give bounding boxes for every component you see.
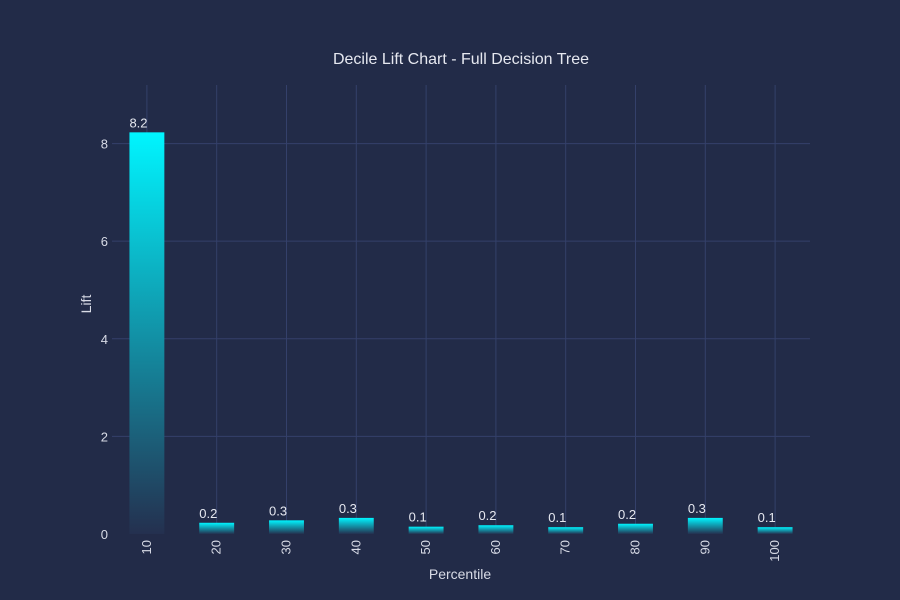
bar-40 [338,517,374,534]
data-label-70: 0.1 [548,510,566,525]
data-label-100: 0.1 [758,510,776,525]
data-label-10: 8.2 [129,115,147,130]
x-tick-label-80: 80 [628,540,643,554]
bar-70 [548,527,584,534]
y-tick-label: 0 [101,527,108,542]
data-label-60: 0.2 [478,508,496,523]
data-label-40: 0.3 [339,501,357,516]
chart-title: Decile Lift Chart - Full Decision Tree [333,51,589,68]
data-label-50: 0.1 [409,510,427,525]
y-tick-label: 6 [101,234,108,249]
y-axis-label: Lift [78,295,94,314]
bar-80 [618,523,653,534]
axis-ticks: 0 2 4 6 8 10 20 30 40 50 60 70 80 90 100 [101,137,782,562]
x-tick-label-60: 60 [488,540,503,554]
bar-90 [687,517,723,534]
data-label-30: 0.3 [269,503,287,518]
x-tick-label-10: 10 [139,540,154,554]
data-label-90: 0.3 [688,501,706,516]
bar-20 [199,522,235,534]
bars [129,132,793,534]
x-tick-label-70: 70 [558,540,573,554]
y-tick-label: 2 [101,429,108,444]
data-labels: 8.2 0.2 0.3 0.3 0.1 0.2 0.1 0.2 0.3 0.1 [129,115,775,525]
data-label-20: 0.2 [199,506,217,521]
x-tick-label-50: 50 [418,540,433,554]
grid-lines [112,85,810,534]
bar-30 [269,520,304,534]
y-tick-label: 4 [101,332,108,347]
bar-100 [757,527,793,534]
x-tick-label-30: 30 [279,540,294,554]
bar-10 [129,132,165,534]
data-label-80: 0.2 [618,507,636,522]
x-tick-label-90: 90 [697,540,712,554]
x-tick-label-40: 40 [348,540,363,554]
bar-60 [478,525,514,534]
x-axis-label: Percentile [429,566,491,582]
y-tick-label: 8 [101,137,108,152]
x-tick-label-20: 20 [209,540,224,554]
x-tick-label-100: 100 [767,540,782,562]
bar-50 [408,526,444,534]
